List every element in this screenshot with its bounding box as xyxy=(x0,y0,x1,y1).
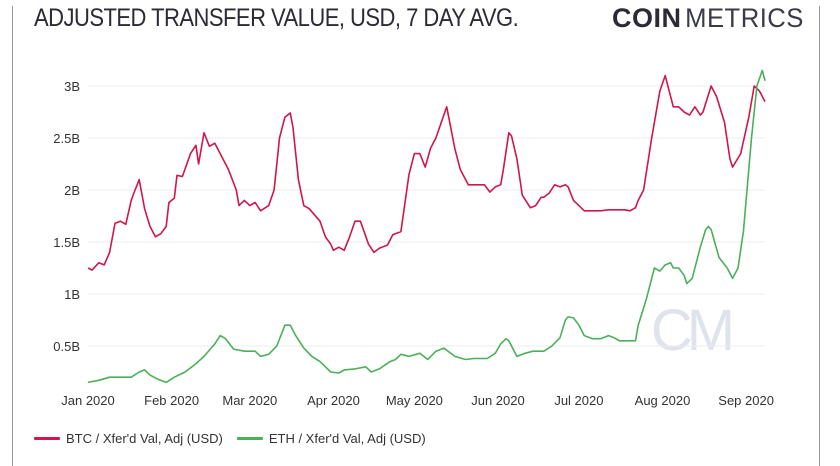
legend: BTC / Xfer'd Val, Adj (USD) ETH / Xfer'd… xyxy=(34,431,440,446)
legend-label-btc: BTC / Xfer'd Val, Adj (USD) xyxy=(66,431,223,446)
cm-watermark: CM xyxy=(651,298,731,363)
y-tick-label: 0.5B xyxy=(53,339,80,354)
x-tick-label: Jun 2020 xyxy=(471,393,525,408)
legend-item-btc[interactable]: BTC / Xfer'd Val, Adj (USD) xyxy=(34,431,223,446)
y-tick-label: 2.5B xyxy=(53,131,80,146)
y-tick-label: 1B xyxy=(64,287,80,302)
btc-series-line xyxy=(87,74,766,271)
legend-swatch-eth xyxy=(236,437,263,440)
x-tick-label: Apr 2020 xyxy=(307,393,360,408)
chart-title: ADJUSTED TRANSFER VALUE, USD, 7 DAY AVG. xyxy=(34,4,519,32)
eth-series-line xyxy=(87,69,766,384)
x-tick-label: Feb 2020 xyxy=(144,393,199,408)
x-tick-label: Mar 2020 xyxy=(222,393,277,408)
line-chart: CM 0.5B 1B 1.5B 2B 2.5B 3B Jan 2020 Feb 2020 Mar … xyxy=(53,69,774,408)
x-tick-label: Sep 2020 xyxy=(718,393,774,408)
legend-swatch-btc xyxy=(34,437,60,440)
y-tick-label: 1.5B xyxy=(53,235,80,250)
x-tick-label: Aug 2020 xyxy=(635,393,691,408)
logo-light-text: METRICS xyxy=(684,3,804,33)
y-tick-label: 2B xyxy=(64,183,80,198)
y-tick-label: 3B xyxy=(64,79,80,94)
chart-frame xyxy=(12,6,820,466)
x-tick-label: Jul 2020 xyxy=(554,393,603,408)
x-tick-label: May 2020 xyxy=(386,393,443,408)
legend-label-eth: ETH / Xfer'd Val, Adj (USD) xyxy=(268,431,426,446)
logo-bold-text: COIN xyxy=(612,3,682,33)
x-tick-label: Jan 2020 xyxy=(61,393,115,408)
legend-item-eth[interactable]: ETH / Xfer'd Val, Adj (USD) xyxy=(236,431,426,446)
coinmetrics-logo: COIN METRICS xyxy=(612,3,807,34)
